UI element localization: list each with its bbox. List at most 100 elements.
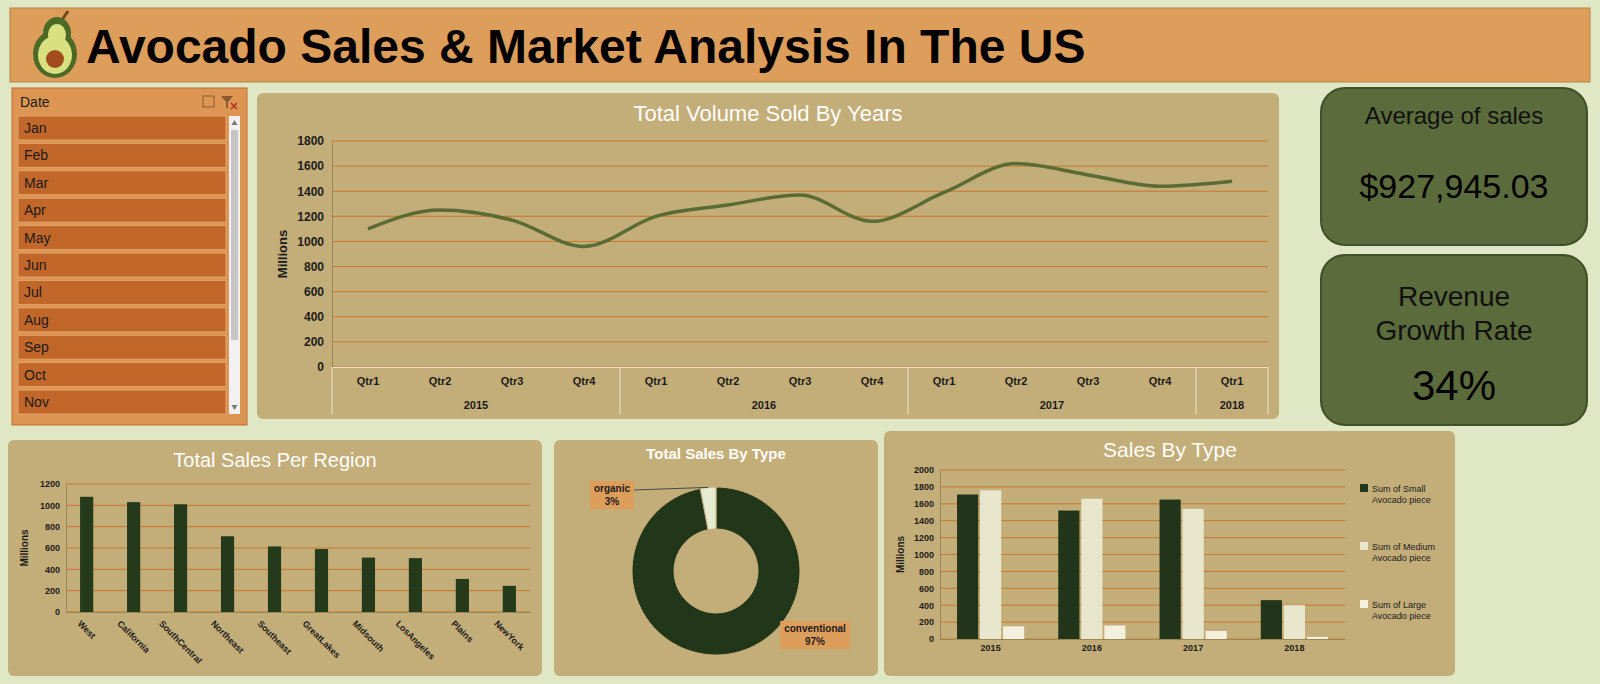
pie (632, 487, 800, 655)
legend-label: Sum of MediumAvocado piece (1372, 542, 1435, 563)
x-tick-label: Midsouth (351, 619, 386, 654)
data-label: organic3% (590, 481, 634, 509)
slicer-title: Date (20, 94, 50, 110)
slicer-item-box[interactable] (18, 308, 226, 332)
x-tick: Qtr1 (933, 367, 956, 387)
bar (362, 558, 375, 612)
slicer-item-box[interactable] (18, 116, 226, 140)
x-tick: Qtr1 (645, 367, 668, 387)
chart-title: Total Sales Per Region (173, 449, 376, 471)
y-tick-label: 1400 (297, 185, 324, 199)
slicer-item-box[interactable] (18, 363, 226, 387)
slicer-item[interactable]: Jun (18, 253, 226, 277)
y-tick: 400 (45, 565, 66, 575)
slicer-item-box[interactable] (18, 198, 226, 222)
y-tick: 1000 (40, 501, 66, 511)
slicer-item-box[interactable] (18, 253, 226, 277)
data-label-category: organic (594, 483, 631, 494)
slicer-item-label[interactable]: Mar (24, 175, 48, 191)
y-axis: 020040060080010001200140016001800 (297, 134, 332, 374)
text-line: Sum of Medium (1372, 542, 1435, 552)
kpi-card-box (1321, 255, 1587, 425)
y-tick: 1000 (297, 235, 332, 249)
slicer-item-box[interactable] (18, 143, 226, 167)
slicer-item[interactable]: Sep (18, 335, 226, 359)
scroll-thumb[interactable] (231, 130, 238, 340)
y-tick: 1600 (297, 159, 332, 173)
x-tick-label: Qtr3 (789, 375, 812, 387)
bar (127, 502, 140, 612)
x-tick-label: California (115, 619, 152, 656)
y-tick-label: 1200 (40, 479, 60, 489)
bar-chart: Total Sales Per Region020040060080010001… (8, 440, 542, 676)
x-tick: LosAngeles (394, 612, 437, 662)
slicer-item[interactable]: Apr (18, 198, 226, 222)
slicer-item[interactable]: Oct (18, 363, 226, 387)
slicer-item[interactable]: Jan (18, 116, 226, 140)
slicer-item[interactable]: Jul (18, 280, 226, 304)
group-label: 2017 (1040, 399, 1064, 411)
grid-line (332, 316, 1268, 317)
bar (1206, 631, 1227, 639)
clear-filter-icon[interactable] (221, 96, 233, 108)
slicer-item-box[interactable] (18, 335, 226, 359)
slicer-item-box[interactable] (18, 390, 226, 414)
clear-filter-x[interactable] (231, 103, 237, 109)
y-tick: 0 (55, 607, 66, 617)
y-axis: 020040060080010001200 (40, 479, 67, 617)
slicer-item-label[interactable]: Jan (24, 120, 47, 136)
slicer-item-box[interactable] (18, 280, 226, 304)
kpi-card: RevenueGrowth Rate34% (1321, 255, 1587, 425)
bar (221, 536, 234, 612)
text-line: Sum of Small (1372, 484, 1426, 494)
scroll-up[interactable] (232, 120, 238, 125)
y-tick-label: 800 (919, 567, 934, 577)
scroll-track[interactable] (229, 116, 240, 414)
slicer-item-label[interactable]: Jun (24, 257, 47, 273)
slicer-item-label[interactable]: Jul (24, 284, 42, 300)
bar (503, 586, 516, 612)
slicer-item-box[interactable] (18, 171, 226, 195)
bar (1104, 625, 1125, 639)
bar (1003, 626, 1024, 639)
slicer-item[interactable]: Aug (18, 308, 226, 332)
avocado-flesh (38, 36, 72, 74)
slicer-item-label[interactable]: Feb (24, 147, 48, 163)
legend-label: Sum of LargeAvocado piece (1372, 600, 1431, 621)
group-separator (332, 367, 333, 414)
text-line: Sum of Large (1372, 600, 1426, 610)
y-tick-label: 1400 (914, 516, 934, 526)
text-line: Avocado piece (1372, 495, 1431, 505)
grid-line (332, 166, 1268, 167)
y-tick: 0 (929, 634, 940, 644)
slicer-item-label[interactable]: May (24, 230, 50, 246)
slicer-item-label[interactable]: Apr (24, 202, 46, 218)
slicer-item-label[interactable]: Sep (24, 339, 49, 355)
kpi-card: Average of sales$927,945.03 (1321, 88, 1587, 245)
bar-chart: Sales By Type020040060080010001200140016… (884, 431, 1455, 676)
slicer-item-label[interactable]: Aug (24, 312, 49, 328)
y-tick: 400 (919, 601, 940, 611)
axis-line (332, 142, 333, 368)
multi-select-icon[interactable] (203, 96, 214, 107)
x-tick-label: Qtr2 (1005, 375, 1028, 387)
y-tick: 200 (304, 335, 332, 349)
slicer-item[interactable]: Feb (18, 143, 226, 167)
x-tick-label: Qtr4 (861, 375, 885, 387)
grid-line (332, 191, 1268, 192)
y-tick-label: 1000 (297, 235, 324, 249)
x-tick-label: Northeast (209, 619, 246, 656)
y-tick-label: 200 (45, 586, 60, 596)
slicer-item-label[interactable]: Oct (24, 367, 46, 383)
slicer-item-label[interactable]: Nov (24, 394, 49, 410)
legend: Sum of SmallAvocado piece Sum of MediumAv… (1360, 484, 1435, 621)
x-tick: SouthCentral (157, 612, 204, 666)
slicer-scrollbar[interactable] (229, 116, 240, 414)
slicer-item[interactable]: May (18, 226, 226, 250)
slicer-item[interactable]: Nov (18, 390, 226, 414)
x-axis: Qtr1Qtr2Qtr3Qtr4Qtr1Qtr2Qtr3Qtr4Qtr1Qtr2… (333, 367, 1269, 387)
slicer-item[interactable]: Mar (18, 171, 226, 195)
bar (268, 546, 281, 612)
slicer-item-box[interactable] (18, 226, 226, 250)
scroll-down[interactable] (232, 405, 238, 410)
